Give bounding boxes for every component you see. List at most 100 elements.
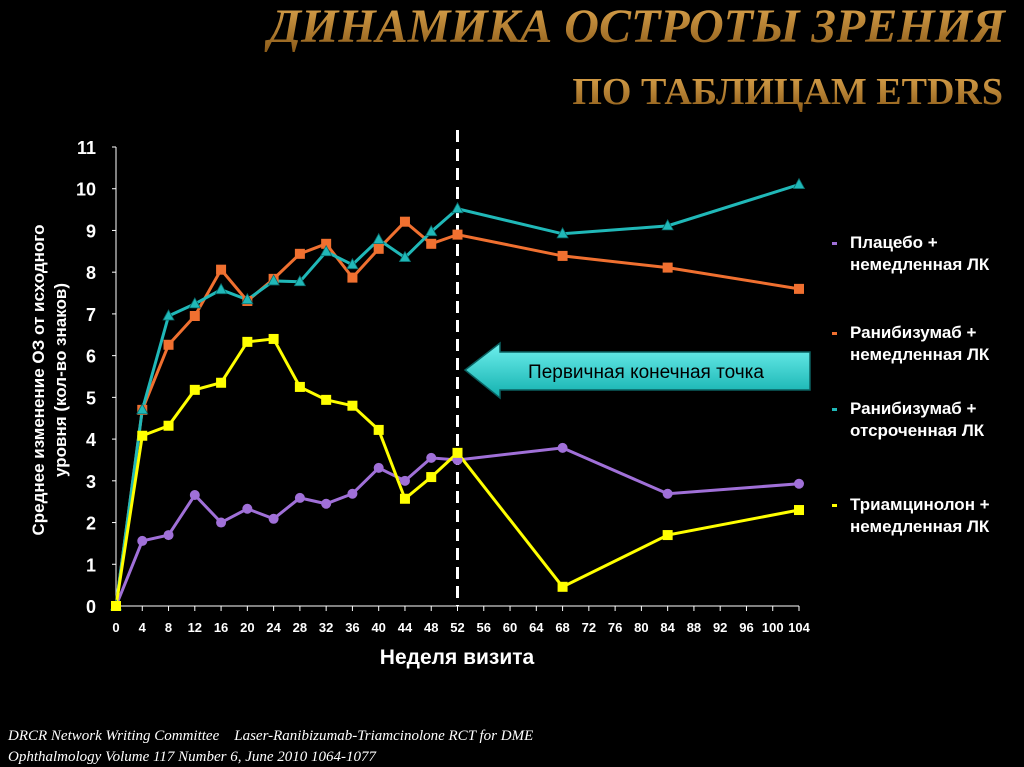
data-point <box>792 177 806 189</box>
legend-swatch <box>832 408 837 411</box>
series-line <box>114 446 800 607</box>
data-point <box>452 447 463 458</box>
y-tick-label: 8 <box>86 263 96 283</box>
x-tick-label: 44 <box>398 620 413 635</box>
data-point <box>268 513 279 524</box>
x-tick-label: 48 <box>424 620 438 635</box>
annotation-text: Первичная конечная точка <box>528 362 764 383</box>
y-tick-label: 5 <box>86 388 96 408</box>
data-point <box>188 297 201 309</box>
data-point <box>662 262 673 273</box>
data-point <box>216 377 227 388</box>
y-tick-label: 3 <box>86 472 96 492</box>
x-tick-label: 76 <box>608 620 622 635</box>
data-point <box>321 498 332 509</box>
legend-swatch <box>832 242 837 245</box>
x-tick-label: 12 <box>188 620 202 635</box>
data-point <box>794 505 804 516</box>
data-point <box>426 472 437 483</box>
data-point <box>661 219 674 231</box>
data-point <box>293 274 307 287</box>
data-point <box>399 493 410 504</box>
data-point <box>794 478 804 489</box>
source-note: DRCR Network Writing Committee Laser-Ran… <box>7 728 533 744</box>
legend-entry: Триамцинолон + немедленная ЛК <box>832 494 1004 538</box>
y-tick-label: 0 <box>86 597 96 617</box>
data-point <box>242 503 253 514</box>
data-point <box>241 292 254 305</box>
data-point <box>189 490 200 501</box>
data-point <box>399 475 410 486</box>
x-tick-label: 64 <box>529 620 544 635</box>
y-tick-label: 1 <box>86 555 96 575</box>
data-point <box>189 384 200 395</box>
y-tick-label: 10 <box>76 180 96 200</box>
data-point <box>294 381 305 392</box>
data-point <box>372 232 385 245</box>
x-tick-label: 52 <box>450 620 464 635</box>
data-point <box>398 250 412 262</box>
x-tick-label: 92 <box>713 620 727 635</box>
data-point <box>452 229 463 240</box>
data-point <box>294 248 305 259</box>
data-point <box>214 282 228 295</box>
data-point <box>373 424 384 435</box>
data-point <box>399 216 410 227</box>
y-tick-label: 6 <box>86 347 96 367</box>
x-tick-label: 80 <box>634 620 648 635</box>
data-point <box>319 244 333 257</box>
legend-label: Ранибизумаб + немедленная ЛК <box>850 323 990 364</box>
x-tick-label: 96 <box>739 620 753 635</box>
y-axis-title-line: уровня (кол-во знаков) <box>51 283 70 477</box>
legend-label: Триамцинолон + немедленная ЛК <box>850 495 990 536</box>
x-tick-label: 40 <box>371 620 385 635</box>
data-point <box>346 257 359 270</box>
data-point <box>557 581 568 592</box>
data-point <box>557 442 568 453</box>
data-point <box>373 462 384 473</box>
x-tick-label: 4 <box>139 620 147 635</box>
legend-entry: Ранибизумаб + отсроченная ЛК <box>832 398 1004 442</box>
data-point <box>556 226 569 239</box>
data-point <box>662 530 673 541</box>
x-tick-label: 36 <box>345 620 359 635</box>
data-point <box>163 420 174 431</box>
data-point <box>373 243 384 254</box>
x-tick-label: 16 <box>214 620 228 635</box>
data-point <box>136 403 149 415</box>
y-tick-label: 2 <box>86 514 96 534</box>
y-tick-label: 11 <box>77 138 96 158</box>
x-tick-label: 72 <box>582 620 596 635</box>
legend-label: Плацебо + немедленная ЛК <box>850 233 990 274</box>
data-point <box>794 283 804 294</box>
x-tick-label: 100 <box>762 620 784 635</box>
data-point <box>347 272 358 283</box>
chart-title: ДИНАМИКА ОСТРОТЫ ЗРЕНИЯ <box>264 0 1007 53</box>
x-tick-label: 28 <box>293 620 307 635</box>
data-point <box>137 535 148 546</box>
legend-entry: Ранибизумаб + немедленная ЛК <box>832 322 1004 366</box>
data-point <box>137 430 148 441</box>
data-point <box>347 400 358 411</box>
y-axis-title-line: Среднее изменение ОЗ от исходного <box>29 224 48 535</box>
data-point <box>321 238 332 249</box>
data-point <box>111 601 121 611</box>
data-point <box>662 488 673 499</box>
data-point <box>557 250 568 261</box>
data-point <box>425 224 438 237</box>
legend-swatch <box>832 332 837 335</box>
data-point <box>268 333 279 344</box>
legend-label: Ранибизумаб + отсроченная ЛК <box>850 399 985 440</box>
x-tick-label: 88 <box>687 620 701 635</box>
data-point <box>347 488 358 499</box>
data-point <box>321 394 332 405</box>
data-point <box>189 310 200 321</box>
y-tick-label: 9 <box>86 221 96 241</box>
data-point <box>216 264 227 275</box>
y-tick-label: 4 <box>86 430 96 450</box>
x-tick-label: 20 <box>240 620 254 635</box>
data-point <box>162 309 175 321</box>
chart-subtitle: ПО ТАБЛИЦАМ ETDRS <box>572 71 1003 113</box>
